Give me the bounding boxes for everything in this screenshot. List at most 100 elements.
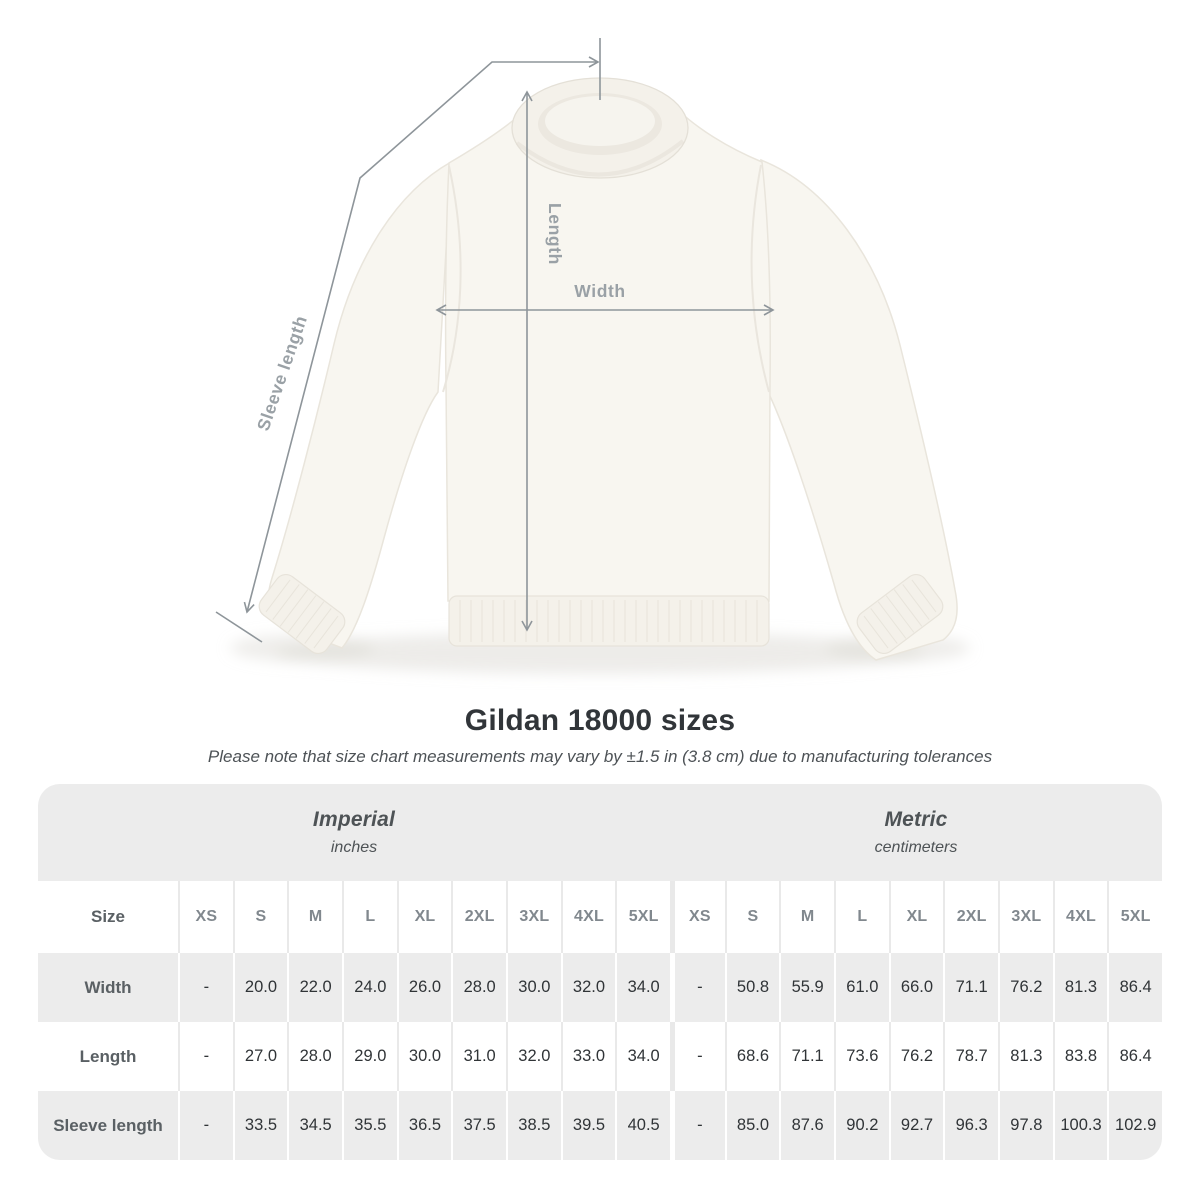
value-cell: 33.5 — [232, 1091, 288, 1160]
value-cell: 32.0 — [560, 953, 616, 1022]
value-cell: - — [178, 1022, 233, 1091]
value-cell: 81.3 — [998, 1022, 1053, 1091]
size-cell-imperial: 3XL — [506, 881, 561, 953]
value-cell: 34.5 — [287, 1091, 342, 1160]
size-cell-imperial: 4XL — [560, 881, 616, 953]
unit-group-metric: Metric centimeters — [670, 784, 1162, 881]
right-sleeve — [760, 158, 958, 661]
value-cell: 76.2 — [998, 953, 1053, 1022]
value-cell: 32.0 — [506, 1022, 561, 1091]
size-cell-imperial: L — [342, 881, 397, 953]
value-cell: 66.0 — [888, 953, 944, 1022]
value-cell: 71.1 — [779, 1022, 834, 1091]
page-title: Gildan 18000 sizes — [464, 704, 736, 737]
size-cell-metric: 5XL — [1107, 881, 1162, 953]
cuff-tick — [215, 611, 263, 643]
value-cell: 92.7 — [888, 1091, 944, 1160]
value-cell: 34.0 — [615, 953, 670, 1022]
value-cell: 68.6 — [724, 1022, 780, 1091]
value-cell: 55.9 — [779, 953, 834, 1022]
width-label: Width — [574, 281, 625, 301]
sleeve-length-measure-line — [215, 38, 601, 643]
unit-group-metric-subtitle: centimeters — [874, 839, 958, 856]
size-cell-metric: M — [779, 881, 834, 953]
value-cell: 50.8 — [724, 953, 780, 1022]
left-sleeve — [267, 160, 452, 649]
size-cell-imperial: 5XL — [615, 881, 670, 953]
row-label-cell: Width — [38, 953, 178, 1022]
value-cell: 40.5 — [615, 1091, 670, 1160]
size-cell-metric: 3XL — [998, 881, 1053, 953]
size-cell-imperial: XL — [396, 881, 452, 953]
value-cell: 96.3 — [943, 1091, 998, 1160]
value-cell: - — [670, 1022, 725, 1091]
size-cell-metric: XS — [670, 881, 725, 953]
size-cell-metric: 2XL — [943, 881, 998, 953]
unit-group-imperial-title: Imperial — [312, 808, 396, 831]
value-cell: 28.0 — [451, 953, 506, 1022]
row-label-cell: Length — [38, 1022, 178, 1091]
value-cell: 83.8 — [1052, 1022, 1108, 1091]
value-cell: 102.9 — [1107, 1091, 1162, 1160]
value-cell: 30.0 — [506, 953, 561, 1022]
row-label-cell: Sleeve length — [38, 1091, 178, 1160]
hem-band — [448, 595, 770, 647]
value-cell: 87.6 — [779, 1091, 834, 1160]
value-cell: 81.3 — [1052, 953, 1108, 1022]
value-cell: 39.5 — [560, 1091, 616, 1160]
size-cell-imperial: XS — [178, 881, 233, 953]
right-armhole-seam — [750, 164, 770, 393]
sleeve-length-label: Sleeve length — [253, 313, 311, 434]
value-cell: - — [178, 1091, 233, 1160]
unit-group-imperial-subtitle: inches — [330, 839, 378, 856]
size-cell-metric: L — [834, 881, 889, 953]
value-cell: 61.0 — [834, 953, 889, 1022]
size-cell-imperial: S — [232, 881, 288, 953]
sweatshirt-illustration: Width Length Sleeve length — [215, 38, 970, 674]
length-label: Length — [545, 203, 565, 265]
value-cell: 28.0 — [287, 1022, 342, 1091]
value-cell: 26.0 — [396, 953, 452, 1022]
unit-header-row: Imperial inches Metric centimeters — [38, 784, 1162, 881]
value-cell: 20.0 — [232, 953, 288, 1022]
value-cell: 24.0 — [342, 953, 397, 1022]
size-cell-metric: 4XL — [1052, 881, 1108, 953]
value-cell: 78.7 — [943, 1022, 998, 1091]
value-cell: 73.6 — [834, 1022, 889, 1091]
value-cell: 36.5 — [396, 1091, 452, 1160]
value-cell: 35.5 — [342, 1091, 397, 1160]
size-cell-metric: S — [724, 881, 780, 953]
size-header-cell: Size — [38, 881, 178, 953]
value-cell: 33.0 — [560, 1022, 616, 1091]
size-diagram: Width Length Sleeve length — [215, 38, 970, 674]
value-cell: 100.3 — [1052, 1091, 1108, 1160]
unit-group-imperial: Imperial inches — [38, 784, 670, 881]
value-cell: - — [178, 953, 233, 1022]
right-cuff — [856, 573, 944, 655]
value-cell: 30.0 — [396, 1022, 452, 1091]
size-cell-imperial: M — [287, 881, 342, 953]
size-grid: Size XS S M L XL 2XL 3XL 4XL 5XL XS S M L XL 2XL 3XL 4XL 5… — [38, 881, 1162, 1160]
value-cell: 71.1 — [943, 953, 998, 1022]
value-cell: 38.5 — [506, 1091, 561, 1160]
value-cell: 37.5 — [451, 1091, 506, 1160]
value-cell: 27.0 — [232, 1022, 288, 1091]
value-cell: 29.0 — [342, 1022, 397, 1091]
value-cell: 34.0 — [615, 1022, 670, 1091]
value-cell: 86.4 — [1107, 1022, 1162, 1091]
measurement-lines — [215, 38, 775, 643]
body — [444, 108, 771, 602]
value-cell: 97.8 — [998, 1091, 1053, 1160]
size-table: Imperial inches Metric centimeters Size X… — [38, 784, 1162, 1160]
value-cell: 86.4 — [1107, 953, 1162, 1022]
unit-group-metric-title: Metric — [884, 808, 948, 831]
value-cell: - — [670, 953, 725, 1022]
value-cell: 76.2 — [888, 1022, 944, 1091]
size-cell-metric: XL — [888, 881, 944, 953]
value-cell: 31.0 — [451, 1022, 506, 1091]
sweatshirt — [258, 77, 958, 661]
size-cell-imperial: 2XL — [451, 881, 506, 953]
value-cell: 90.2 — [834, 1091, 889, 1160]
value-cell: - — [670, 1091, 725, 1160]
size-note: Please note that size chart measurements… — [207, 747, 993, 766]
